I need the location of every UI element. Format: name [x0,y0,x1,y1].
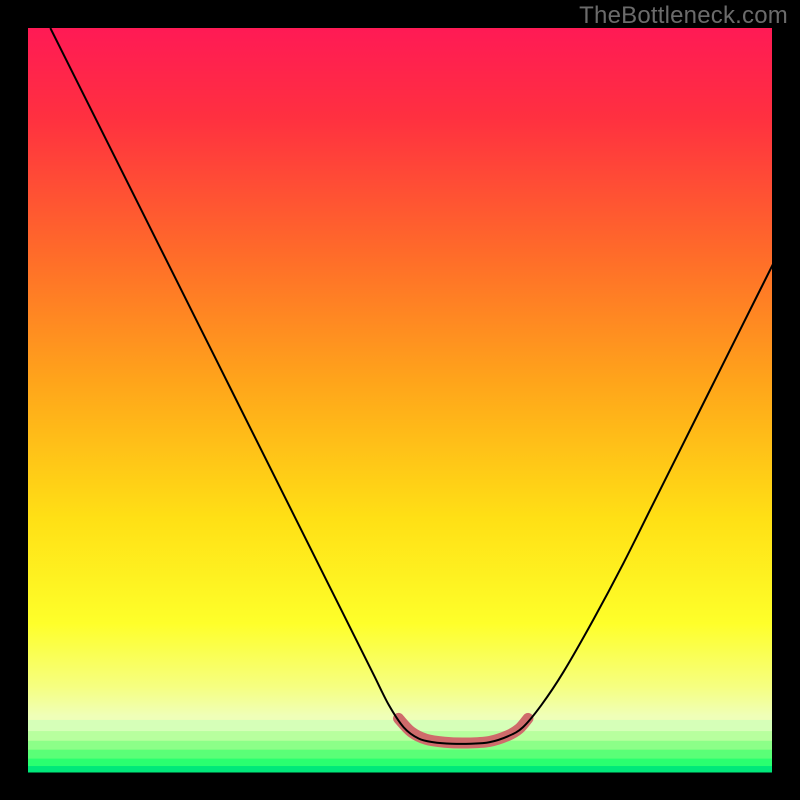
bg-band-5 [28,766,772,772]
chart-container: TheBottleneck.com [0,0,800,800]
plot-background [28,28,772,772]
bg-band-3 [28,750,772,759]
bg-band-4 [28,759,772,767]
chart-svg [0,0,800,800]
watermark-text: TheBottleneck.com [579,2,788,30]
bg-band-1 [28,731,772,741]
bg-band-2 [28,741,772,750]
